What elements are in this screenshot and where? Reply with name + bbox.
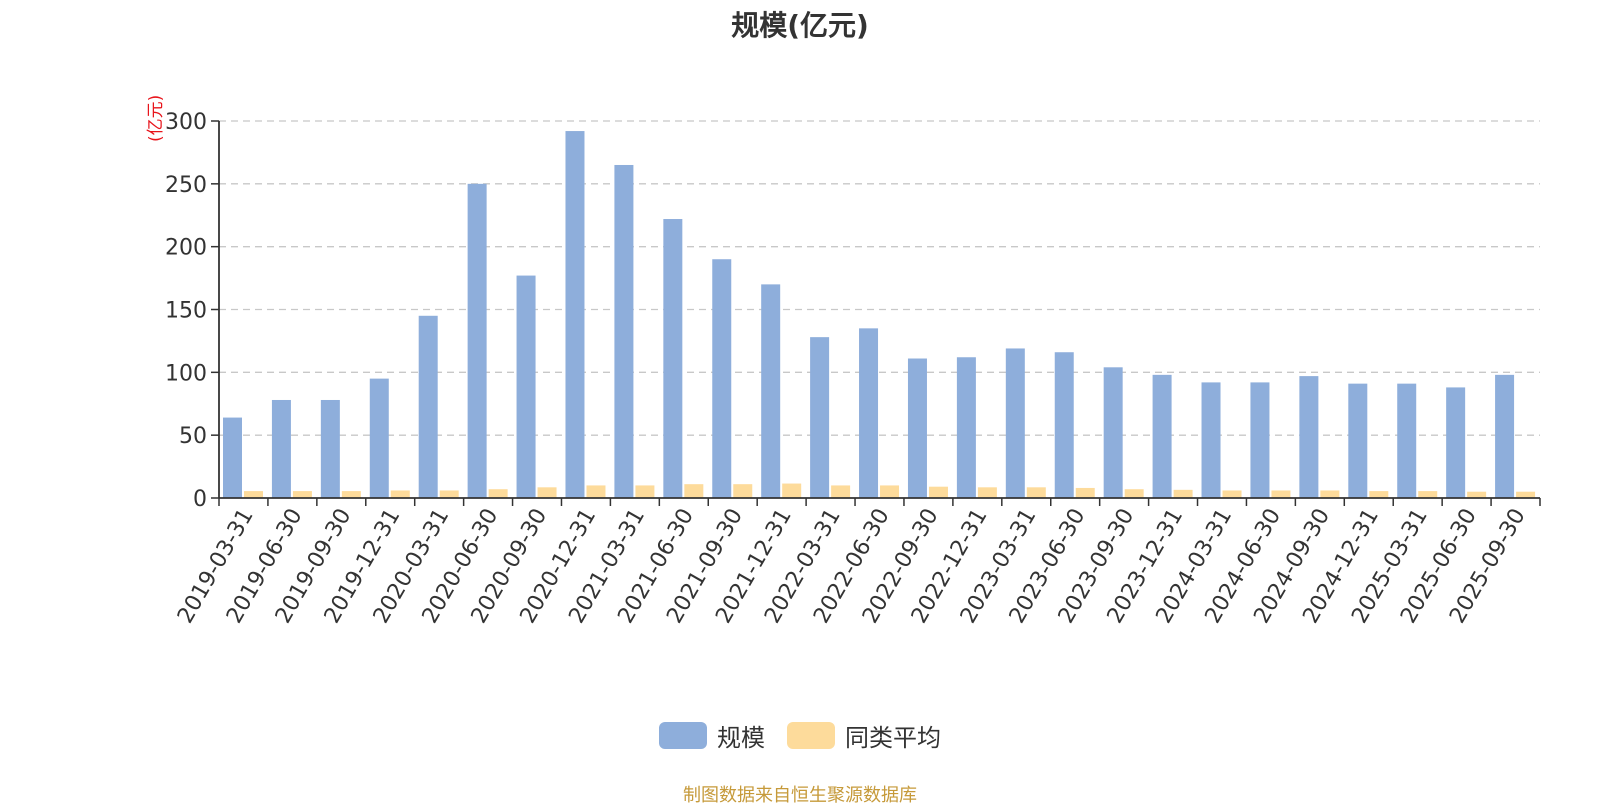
bar-peer-average	[1026, 487, 1046, 498]
y-tick-label: 100	[165, 361, 207, 386]
bar-scale	[1152, 374, 1172, 498]
bar-peer-average	[488, 489, 508, 498]
legend: 规模 同类平均	[0, 718, 1600, 753]
y-tick-label: 250	[165, 173, 207, 198]
bar-scale	[1005, 348, 1025, 498]
bar-scale	[614, 164, 634, 498]
bar-peer-average	[1173, 489, 1193, 498]
bar-peer-average	[1320, 490, 1340, 498]
y-tick-label: 300	[165, 110, 207, 135]
bar-peer-average	[1271, 490, 1291, 498]
bar-scale	[418, 315, 438, 498]
bar-peer-average	[1369, 491, 1389, 498]
legend-swatch-peer-average	[787, 722, 835, 749]
bar-peer-average	[1124, 489, 1144, 498]
y-tick-label: 0	[193, 487, 207, 512]
y-tick-label: 50	[179, 424, 207, 449]
bar-peer-average	[635, 485, 655, 498]
bar-scale	[369, 378, 389, 498]
bar-peer-average	[390, 490, 410, 498]
y-tick-label: 200	[165, 236, 207, 261]
bar-scale	[1054, 352, 1074, 498]
bar-scale	[1250, 382, 1270, 498]
bar-scale	[810, 337, 830, 498]
grid-layer	[219, 120, 1540, 436]
bar-scale	[467, 183, 487, 499]
legend-label-peer-average: 同类平均	[845, 724, 941, 752]
bar-peer-average	[586, 485, 606, 498]
bar-peer-average	[1418, 491, 1438, 498]
bar-scale	[956, 357, 976, 498]
bar-scale	[1397, 383, 1417, 498]
bar-scale	[1201, 382, 1221, 498]
bar-scale	[663, 219, 683, 498]
bar-scale	[712, 259, 732, 498]
bar-scale	[1103, 367, 1123, 498]
bar-peer-average	[244, 491, 263, 498]
bar-scale	[271, 399, 291, 498]
bar-peer-average	[292, 491, 312, 498]
data-source-note: 制图数据来自恒生聚源数据库	[683, 785, 917, 806]
bar-peer-average	[1222, 490, 1242, 498]
bar-scale	[1495, 374, 1515, 498]
bar-scale	[761, 284, 781, 498]
bar-scale	[565, 131, 585, 498]
bar-peer-average	[537, 487, 557, 498]
bar-peer-average	[831, 485, 851, 498]
bar-peer-average	[684, 484, 704, 498]
bar-scale	[1348, 383, 1368, 498]
bar-scale	[859, 328, 879, 498]
bar-scale	[516, 275, 536, 498]
axis-layer: 0501001502002503002019-03-312019-06-3020…	[165, 110, 1541, 628]
bar-scale	[320, 399, 340, 498]
bar-peer-average	[1467, 491, 1487, 498]
legend-item-scale[interactable]: 规模	[659, 718, 765, 753]
bar-scale	[907, 358, 927, 498]
bar-peer-average	[782, 483, 802, 498]
y-tick-label: 150	[165, 299, 207, 324]
bars-layer	[223, 131, 1536, 499]
bar-peer-average	[1516, 491, 1536, 498]
bar-peer-average	[341, 491, 361, 498]
bar-scale	[1299, 376, 1319, 498]
bar-peer-average	[439, 490, 459, 498]
legend-item-peer-average[interactable]: 同类平均	[787, 718, 941, 753]
chart-title: 规模(亿元)	[731, 9, 869, 42]
bar-scale	[223, 417, 242, 498]
bar-peer-average	[880, 485, 900, 498]
bar-peer-average	[733, 484, 753, 498]
bar-peer-average	[977, 487, 997, 498]
bar-peer-average	[928, 486, 948, 498]
legend-swatch-scale	[659, 722, 707, 749]
legend-label-scale: 规模	[717, 724, 765, 752]
bar-peer-average	[1075, 487, 1095, 498]
bar-scale	[1446, 387, 1466, 498]
